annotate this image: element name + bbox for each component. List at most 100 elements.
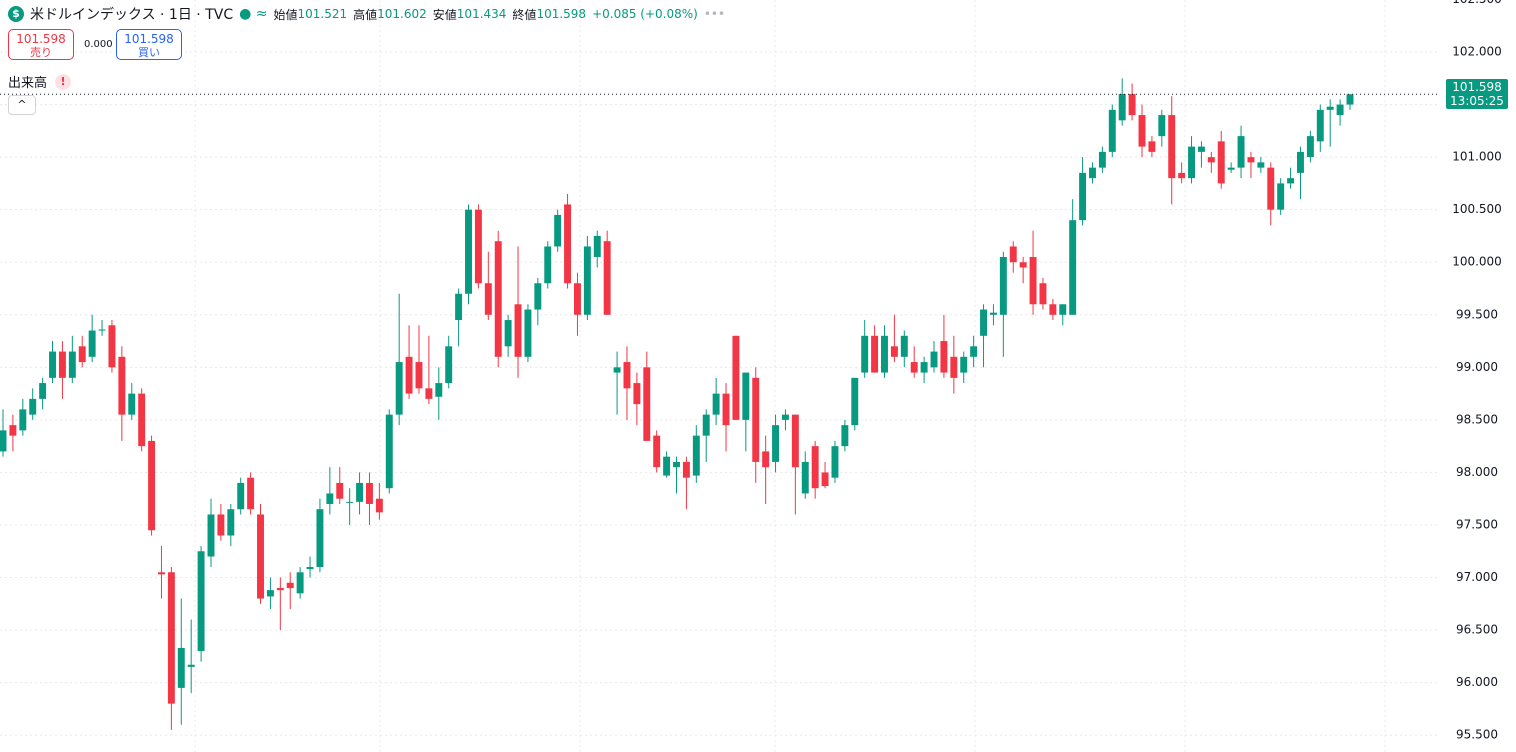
warning-icon[interactable]: !	[55, 73, 72, 90]
candle-body	[861, 335, 869, 373]
candle-body	[673, 461, 680, 468]
candle-body	[296, 572, 304, 594]
candle-body	[1336, 104, 1344, 116]
candle-body	[603, 241, 611, 315]
candle-body	[1197, 146, 1205, 152]
candle-body	[1089, 167, 1096, 179]
candle-body	[257, 514, 264, 599]
y-tick-label: 101.000	[1452, 150, 1502, 164]
candle-body	[346, 501, 354, 503]
y-tick-label: 100.000	[1452, 255, 1502, 269]
candle-body	[732, 335, 740, 420]
candle-body	[19, 409, 27, 431]
candle-body	[1118, 94, 1126, 121]
candle-body	[613, 367, 621, 373]
candle-body	[247, 477, 255, 510]
candle-body	[781, 414, 789, 420]
candle-body	[1029, 256, 1037, 305]
candle-body	[653, 435, 661, 468]
candle-body	[49, 351, 56, 378]
y-tick-label: 96.500	[1456, 623, 1498, 637]
candle-body	[326, 493, 334, 504]
candle-body	[534, 283, 542, 310]
candle-body	[1128, 94, 1136, 116]
candle-body	[881, 335, 888, 373]
y-tick-label: 97.000	[1456, 570, 1498, 584]
candle-body	[435, 383, 443, 397]
candle-body	[633, 383, 641, 405]
candle-body	[237, 482, 245, 510]
candle-body	[1019, 262, 1027, 268]
candle-body	[583, 246, 591, 315]
candle-body	[573, 283, 581, 315]
candle-body	[980, 309, 988, 336]
y-tick-label: 98.000	[1456, 465, 1498, 479]
candle-body	[316, 509, 324, 568]
candle-body	[88, 330, 96, 357]
symbol-icon: $	[8, 6, 24, 22]
candle-body	[1346, 94, 1354, 105]
candle-body	[266, 590, 274, 597]
change: +0.085 (+0.08%)	[592, 7, 698, 21]
candle-body	[98, 329, 106, 331]
candle-body	[504, 320, 512, 347]
candle-body	[385, 414, 393, 489]
candle-body	[1257, 162, 1265, 168]
candle-body	[474, 209, 482, 284]
low-value: 101.434	[456, 7, 507, 21]
sell-price: 101.598	[16, 32, 66, 46]
y-tick-label: 97.500	[1456, 517, 1498, 531]
candle-body	[1207, 157, 1215, 163]
candle-body	[375, 498, 383, 513]
candle-body	[68, 351, 76, 378]
candle-body	[177, 647, 185, 688]
collapse-button[interactable]: ^	[8, 95, 36, 115]
buy-button[interactable]: 101.598 買い	[116, 29, 182, 60]
candle-body	[930, 351, 938, 368]
candle-body	[821, 472, 829, 487]
candle-body	[108, 325, 116, 368]
candle-body	[692, 435, 700, 476]
candle-body	[29, 398, 37, 415]
candle-body	[890, 346, 898, 357]
candle-body	[1108, 109, 1116, 152]
candle-body	[286, 582, 294, 589]
candle-body	[445, 346, 453, 384]
spread: 0.000	[84, 39, 113, 50]
more[interactable]: •••	[703, 7, 726, 21]
candle-body	[365, 482, 373, 504]
candle-body	[1247, 157, 1255, 163]
sell-button[interactable]: 101.598 売り	[8, 29, 74, 60]
candle-body	[197, 551, 205, 652]
candle-body	[920, 362, 928, 373]
candle-body	[712, 393, 720, 415]
candle-body	[494, 241, 502, 357]
candle-body	[900, 335, 908, 357]
open-value: 101.521	[297, 7, 348, 21]
candle-body	[39, 383, 47, 399]
candle-body	[276, 588, 284, 591]
tag-price: 101.598	[1452, 80, 1502, 95]
candle-body	[9, 425, 17, 436]
close-value: 101.598	[536, 7, 587, 21]
candle-body	[465, 209, 472, 294]
candle-body	[762, 451, 770, 468]
candle-body	[1277, 183, 1285, 210]
candle-body	[187, 664, 195, 667]
low-label: 安値	[432, 7, 457, 22]
y-tick-label: 102.000	[1452, 45, 1502, 59]
candle-body	[148, 440, 156, 531]
candle-body	[1297, 151, 1304, 173]
candle-body	[910, 362, 918, 373]
buy-price: 101.598	[124, 32, 174, 46]
candle-body	[831, 446, 839, 478]
candle-body	[940, 341, 948, 373]
candle-body	[702, 414, 710, 436]
candle-body	[138, 393, 146, 447]
candle-body	[1069, 220, 1077, 315]
candle-body	[999, 256, 1007, 315]
candle-body	[554, 214, 562, 247]
candle-body	[514, 304, 522, 357]
candle-body	[118, 356, 126, 415]
candle-body	[1178, 172, 1186, 179]
